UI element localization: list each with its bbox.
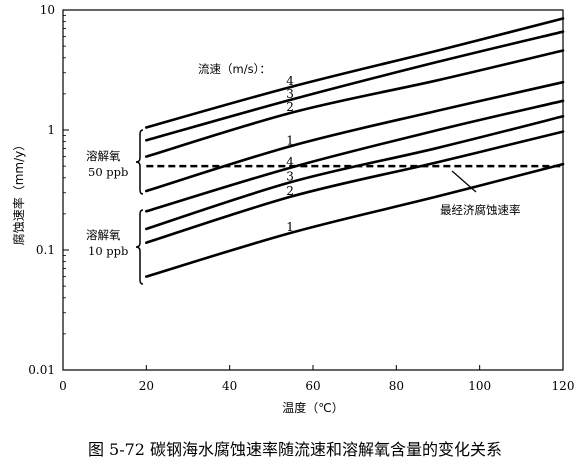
x-tick-label: 100: [468, 379, 491, 393]
group-50ppb-value: 50 ppb: [88, 165, 128, 179]
group-10ppb-value: 10 ppb: [88, 244, 128, 258]
y-tick-label: 0.1: [36, 243, 55, 257]
series-line-10ppb-v4: [145, 99, 565, 213]
axis-ticks: 0 20 40 60 80 100 120 0.01 0.1 1 10: [28, 3, 574, 393]
series-label-50ppb-v3: 3: [286, 87, 294, 101]
group-10ppb-name: 溶解氧: [86, 228, 121, 242]
x-tick-label: 40: [222, 379, 237, 393]
curve-layer: [145, 17, 565, 278]
series-label-10ppb-v4: 4: [286, 155, 294, 169]
y-axis-title: 腐蚀速率（mm/y）: [11, 139, 26, 246]
series-label-50ppb-v4: 4: [286, 74, 294, 88]
series-line-50ppb-v2: [145, 49, 565, 158]
series-line-50ppb-v3: [145, 30, 565, 142]
series-line-50ppb-v1: [145, 80, 565, 193]
x-tick-label: 60: [305, 379, 320, 393]
bracket-50ppb: [135, 129, 144, 195]
economic-line-label: 最经济腐蚀速率: [440, 203, 521, 217]
series-label-50ppb-v1: 1: [286, 133, 294, 147]
y-tick-label: 10: [40, 3, 55, 17]
series-label-10ppb-v3: 3: [286, 169, 294, 183]
y-tick-label: 1: [47, 123, 55, 137]
y-tick-label: 0.01: [28, 363, 55, 377]
series-label-10ppb-v1: 1: [286, 220, 294, 234]
bracket-10ppb: [135, 209, 144, 285]
series-line-10ppb-v2: [145, 130, 565, 244]
x-tick-label: 80: [389, 379, 404, 393]
x-tick-label: 0: [59, 379, 67, 393]
x-tick-label: 20: [139, 379, 154, 393]
series-line-10ppb-v1: [145, 162, 565, 278]
series-label-50ppb-v2: 2: [286, 100, 294, 114]
series-line-50ppb-v4: [145, 17, 565, 129]
x-axis-title: 温度（℃）: [282, 400, 343, 415]
x-tick-label: 120: [552, 379, 575, 393]
series-label-10ppb-v2: 2: [286, 184, 294, 198]
economic-line-leader: [451, 170, 477, 193]
group-50ppb-name: 溶解氧: [86, 149, 121, 163]
velocity-legend-label: 流速（m/s）：: [198, 62, 271, 76]
figure-caption: 图 5-72 碳钢海水腐蚀速率随流速和溶解氧含量的变化关系: [88, 440, 502, 459]
